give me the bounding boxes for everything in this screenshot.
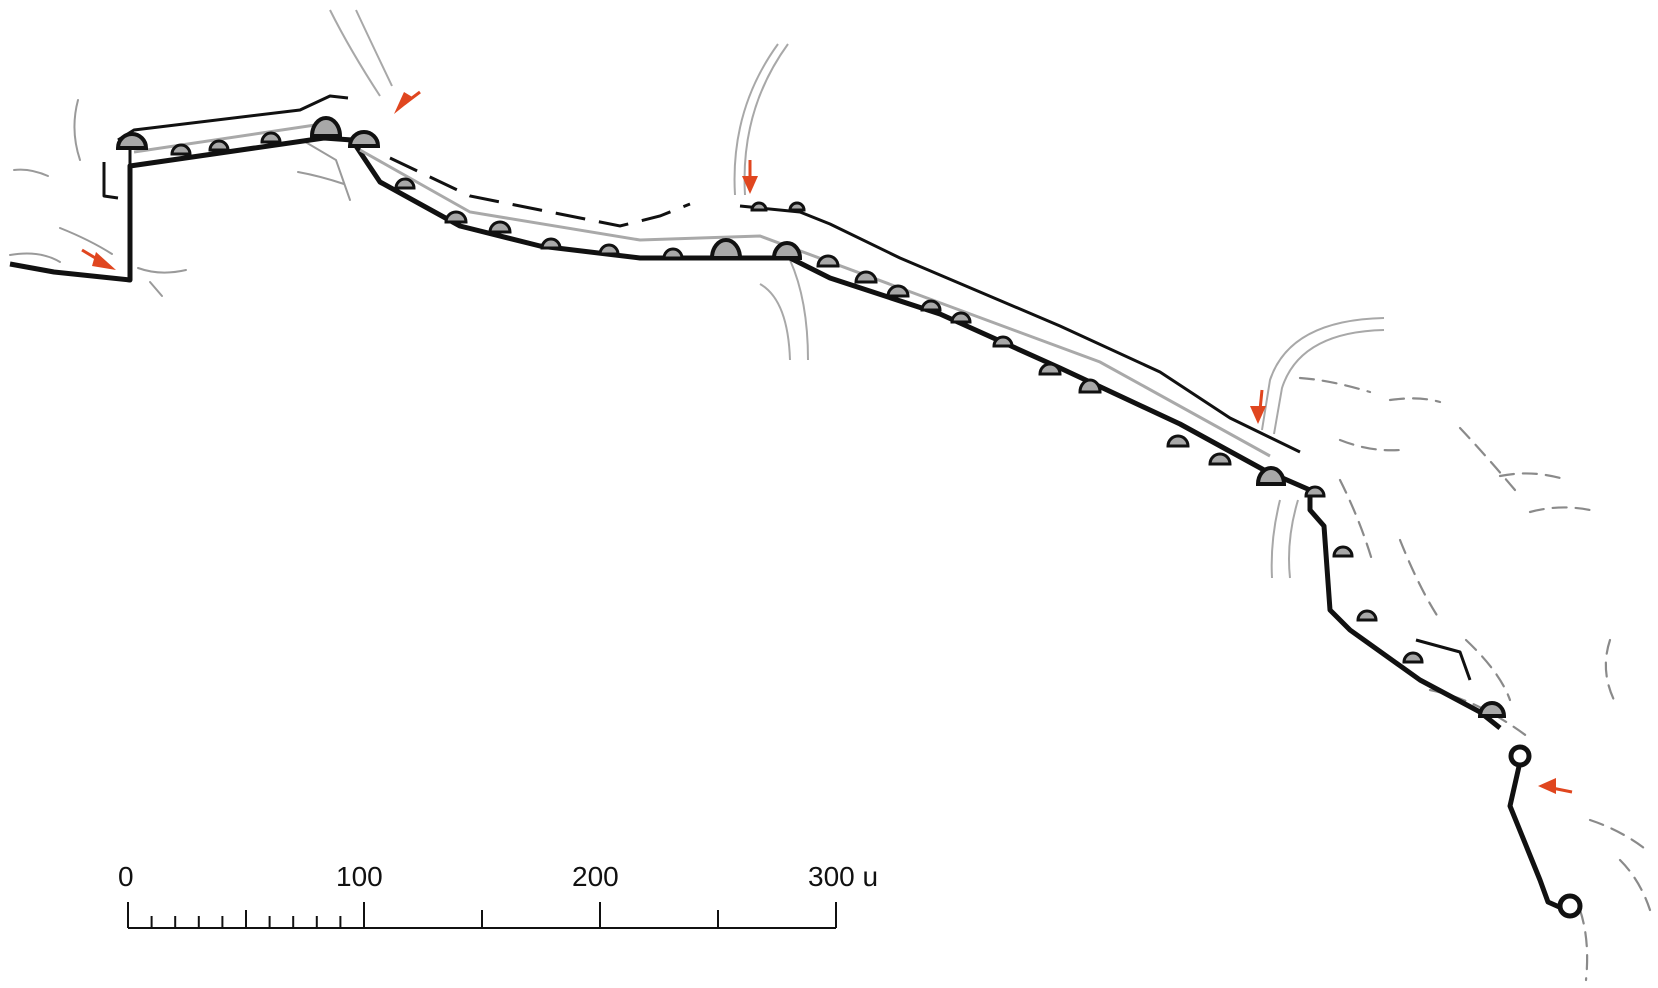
curtain-wall [9,94,1568,913]
scale-label-0: 0 [118,861,134,892]
scale-label-200: 200 [572,861,619,892]
gate-arrow-icon [1538,778,1573,794]
end-towers [1508,744,1583,919]
scale-label-300: 300 u [808,861,878,892]
towers [115,116,1507,718]
gate-arrow-icon [394,90,421,114]
gate-arrow-icon [81,248,116,270]
gate-markers [81,90,1573,794]
scale-bar: 0 100 200 300 u [118,861,878,929]
gate-arrow-icon [742,160,758,194]
terrain-lines [9,9,1652,982]
scale-ticks [127,902,837,928]
gate-arrow-icon [1250,389,1266,424]
scale-label-100: 100 [336,861,383,892]
